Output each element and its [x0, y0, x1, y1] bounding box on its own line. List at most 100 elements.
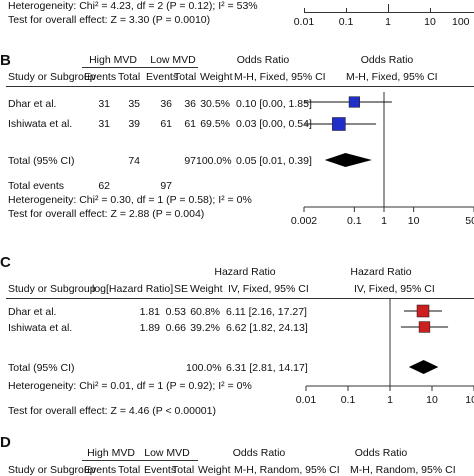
- top-tick-label: 1: [385, 16, 391, 28]
- panel-c-row-loghr: 1.89: [139, 322, 160, 334]
- panel-c-col-se: SE: [174, 283, 189, 295]
- panel-c-header-rule: [6, 298, 474, 299]
- panel-b-total-high: 74: [128, 155, 140, 167]
- panel-b-group-underline: [82, 67, 198, 68]
- x-tick-label: 0.01: [296, 394, 317, 406]
- x-tick-label: 0.1: [341, 394, 356, 406]
- panel-c-effect-header: Hazard Ratio: [214, 266, 276, 278]
- panel-c-row-weight: 60.8%: [190, 306, 220, 318]
- study-square: [348, 96, 360, 108]
- panel-c-plot-method: IV, Fixed, 95% CI: [354, 283, 435, 295]
- panel-c-row-ci: 6.11 [2.16, 17.27]: [226, 306, 307, 318]
- panel-b-total-events-high: 62: [98, 180, 110, 192]
- top-overall-effect: Test for overall effect: Z = 3.30 (P = 0…: [8, 14, 211, 26]
- panel-b-group-low: Low MVD: [150, 54, 196, 66]
- panel-d-group-low: Low MVD: [144, 447, 190, 459]
- top-tick: [388, 4, 389, 13]
- x-tick-label: 10: [408, 215, 420, 227]
- panel-b-plot-method: M-H, Fixed, 95% CI: [346, 71, 438, 83]
- panel-d-col-weight: Weight: [198, 464, 231, 476]
- x-tick-label: 0.1: [347, 215, 362, 227]
- panel-b-col-weight: Weight: [200, 71, 233, 83]
- panel-b-total-low: 97: [184, 155, 196, 167]
- study-square: [416, 304, 430, 318]
- panel-c-heterogeneity: Heterogeneity: Chi² = 0.01, df = 1 (P = …: [8, 380, 252, 392]
- pooled-diamond: [324, 153, 372, 167]
- x-tick-label: 1: [381, 215, 387, 227]
- panel-b-total-events-label: Total events: [8, 180, 65, 192]
- panel-b-header-rule: [6, 86, 474, 87]
- panel-c-col-weight: Weight: [190, 283, 223, 295]
- panel-d-col-total-low: Total: [172, 464, 195, 476]
- panel-b-total-events-low: 97: [160, 180, 172, 192]
- panel-b-row-events-low: 61: [160, 118, 172, 130]
- panel-d-col-study: Study or Subgroup: [8, 464, 96, 476]
- panel-b-row-study: Ishiwata et al.: [8, 118, 73, 130]
- panel-b-row-total-low: 36: [184, 98, 196, 110]
- panel-c-row-weight: 39.2%: [190, 322, 220, 334]
- panel-b-row-weight: 69.5%: [200, 118, 230, 130]
- panel-b-row-total-high: 35: [128, 98, 140, 110]
- pooled-diamond: [408, 360, 439, 374]
- panel-c-row-study: Ishiwata et al.: [8, 322, 73, 334]
- panel-b-total-ci: 0.05 [0.01, 0.39]: [236, 155, 312, 167]
- panel-b-total-weight: 100.0%: [196, 155, 232, 167]
- top-tick-label: 100: [452, 16, 470, 28]
- panel-d-col-events-high: Events: [84, 464, 117, 476]
- panel-c-row-se: 0.53: [165, 306, 186, 318]
- panel-c-row-loghr: 1.81: [139, 306, 160, 318]
- panel-b-row-weight: 30.5%: [200, 98, 230, 110]
- panel-c-col-study: Study or Subgroup: [8, 283, 96, 295]
- study-square: [332, 117, 346, 131]
- panel-b-col-total-high: Total: [118, 71, 141, 83]
- top-axis-line: [304, 12, 474, 13]
- top-heterogeneity: Heterogeneity: Chi² = 4.23, df = 2 (P = …: [8, 0, 258, 12]
- panel-c-total-weight: 100.0%: [186, 362, 222, 374]
- panel-b-label: B: [0, 52, 11, 69]
- panel-b-overall-effect: Test for overall effect: Z = 2.88 (P = 0…: [8, 208, 205, 220]
- panel-d-plot-method: M-H, Random, 95% CI: [350, 464, 456, 476]
- top-tick: [430, 8, 431, 13]
- x-tick-label: 100: [465, 394, 474, 406]
- top-tick: [346, 8, 347, 13]
- panel-b-row-study: Dhar et al.: [8, 98, 57, 110]
- panel-d-group-high: High MVD: [87, 447, 135, 459]
- panel-d-col-total-high: Total: [118, 464, 141, 476]
- panel-b-col-study: Study or Subgroup: [8, 71, 96, 83]
- panel-b-row-total-low: 61: [184, 118, 196, 130]
- panel-d-label: D: [0, 434, 11, 451]
- panel-d-col-method: M-H, Random, 95% CI: [234, 464, 340, 476]
- panel-c-row-se: 0.66: [165, 322, 186, 334]
- panel-b-col-total-low: Total: [174, 71, 197, 83]
- panel-c-label: C: [0, 254, 11, 271]
- panel-b-heterogeneity: Heterogeneity: Chi² = 0.30, df = 1 (P = …: [8, 194, 252, 206]
- panel-b-effect-header: Odds Ratio: [236, 54, 290, 66]
- panel-b-col-events-low: Events: [146, 71, 179, 83]
- panel-d-effect-header: Odds Ratio: [232, 447, 286, 459]
- panel-b-row-events-high: 31: [98, 98, 110, 110]
- panel-b-group-high: High MVD: [89, 54, 137, 66]
- top-tick-label: 10: [424, 16, 436, 28]
- top-tick-label: 0.01: [293, 16, 315, 28]
- panel-b-total-label: Total (95% CI): [8, 155, 75, 167]
- panel-c-total-ci: 6.31 [2.81, 14.17]: [226, 362, 308, 374]
- panel-b-row-ci: 0.10 [0.00, 1.85]: [236, 98, 312, 110]
- panel-b-row-events-low: 36: [160, 98, 172, 110]
- study-square: [418, 321, 431, 333]
- panel-b-col-method: M-H, Fixed, 95% CI: [234, 71, 326, 83]
- panel-c-col-loghr: log[Hazard Ratio]: [92, 283, 174, 295]
- panel-b-row-ci: 0.03 [0.00, 0.54]: [236, 118, 312, 130]
- top-tick-label: 0.1: [338, 16, 354, 28]
- x-tick-label: 1: [387, 394, 393, 406]
- x-tick-label: 500: [465, 215, 474, 227]
- panel-b-row-events-high: 31: [98, 118, 110, 130]
- panel-d-plot-header: Odds Ratio: [354, 447, 408, 459]
- x-tick-label: 10: [426, 394, 438, 406]
- panel-c-plot-header: Hazard Ratio: [350, 266, 412, 278]
- panel-b-plot-header: Odds Ratio: [360, 54, 414, 66]
- panel-d-group-underline: [82, 460, 198, 461]
- panel-c-row-ci: 6.62 [1.82, 24.13]: [226, 322, 308, 334]
- panel-b-col-events-high: Events: [84, 71, 117, 83]
